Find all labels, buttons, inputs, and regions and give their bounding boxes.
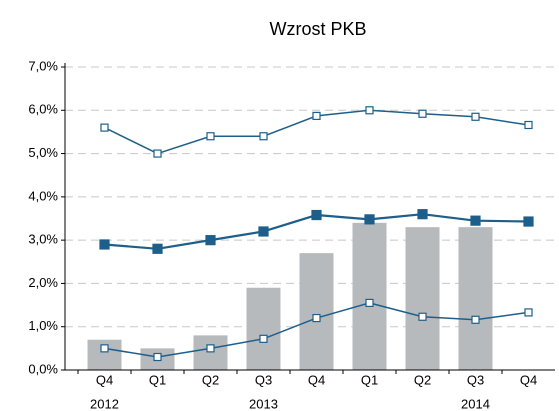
y-tick-label: 0,0% bbox=[28, 361, 58, 376]
marker bbox=[471, 315, 480, 324]
bar bbox=[246, 287, 281, 370]
marker bbox=[523, 216, 534, 227]
marker bbox=[259, 132, 268, 141]
marker bbox=[471, 112, 480, 121]
bar bbox=[193, 335, 228, 370]
bar bbox=[87, 339, 122, 370]
x-group-label: 2014 bbox=[461, 396, 490, 411]
bar bbox=[299, 253, 334, 370]
marker bbox=[258, 226, 269, 237]
y-tick-label: 3,0% bbox=[28, 232, 58, 247]
marker bbox=[364, 214, 375, 225]
y-tick-label: 6,0% bbox=[28, 102, 58, 117]
marker bbox=[100, 123, 109, 132]
x-tick-label: Q1 bbox=[149, 372, 166, 387]
y-tick-label: 2,0% bbox=[28, 275, 58, 290]
marker bbox=[418, 109, 427, 118]
x-tick-label: Q1 bbox=[361, 372, 378, 387]
marker bbox=[152, 243, 163, 254]
marker bbox=[99, 239, 110, 250]
marker bbox=[365, 298, 374, 308]
x-tick-label: Q4 bbox=[308, 372, 325, 387]
marker bbox=[153, 352, 162, 362]
marker bbox=[524, 120, 533, 130]
marker bbox=[100, 344, 109, 353]
bar bbox=[352, 222, 387, 370]
marker bbox=[153, 149, 162, 158]
y-tick-label: 1,0% bbox=[28, 318, 58, 333]
x-tick-label: Q4 bbox=[96, 372, 113, 387]
bar bbox=[458, 227, 493, 370]
marker bbox=[524, 308, 533, 317]
marker bbox=[418, 312, 427, 321]
chart-title: Wzrost PKB bbox=[269, 19, 366, 39]
marker bbox=[365, 106, 374, 115]
y-tick-label: 5,0% bbox=[28, 145, 58, 160]
y-tick-label: 4,0% bbox=[28, 188, 58, 203]
x-tick-label: Q4 bbox=[520, 372, 537, 387]
marker bbox=[312, 111, 321, 121]
marker bbox=[259, 334, 268, 343]
x-tick-label: Q3 bbox=[255, 372, 272, 387]
marker bbox=[311, 209, 322, 221]
marker bbox=[312, 313, 321, 323]
marker bbox=[206, 344, 215, 353]
marker bbox=[205, 235, 216, 246]
y-tick-label: 7,0% bbox=[28, 58, 58, 73]
x-tick-label: Q2 bbox=[202, 372, 219, 387]
x-tick-label: Q3 bbox=[467, 372, 484, 387]
x-tick-label: Q2 bbox=[414, 372, 431, 387]
marker bbox=[206, 132, 215, 141]
x-group-label: 2013 bbox=[249, 396, 278, 411]
marker bbox=[417, 209, 428, 220]
bar bbox=[405, 227, 440, 370]
marker bbox=[470, 215, 481, 226]
x-group-label: 2012 bbox=[90, 396, 119, 411]
